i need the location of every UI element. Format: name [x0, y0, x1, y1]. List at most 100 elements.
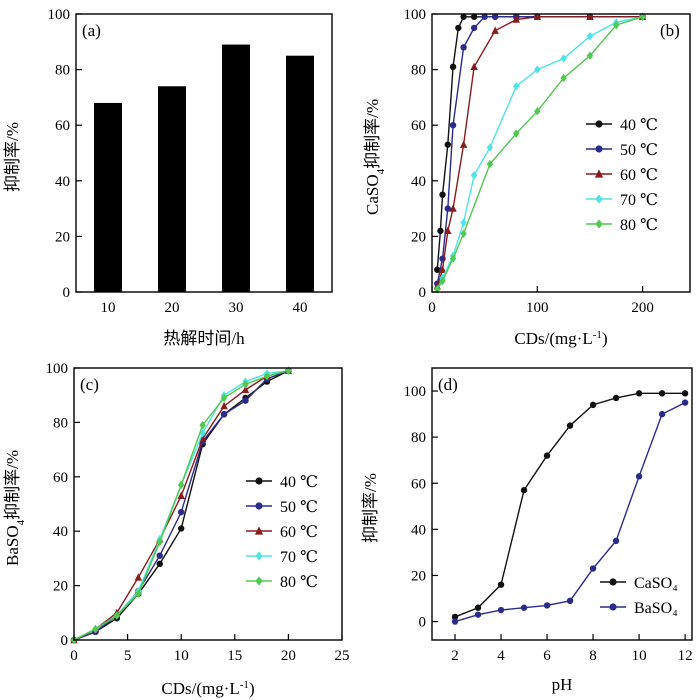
series-line [436, 16, 643, 270]
bar [94, 102, 122, 293]
legend-label: 50 ℃ [280, 499, 318, 516]
legend-label: 70 ℃ [620, 192, 658, 209]
x-tick-label: 40 [293, 300, 308, 316]
y-tick-label: 60 [55, 118, 70, 134]
data-point [177, 491, 185, 500]
x-tick-label: 10 [174, 648, 189, 664]
data-point [255, 502, 263, 510]
data-point [566, 597, 574, 605]
legend-label: 50 ℃ [620, 142, 658, 159]
data-point [497, 581, 505, 588]
data-point [263, 371, 271, 381]
x-tick-label: 8 [589, 648, 597, 664]
data-point [612, 394, 620, 402]
y-tick-label: 60 [53, 470, 68, 486]
data-point [455, 24, 462, 32]
data-point [486, 143, 494, 152]
y-tick-label: 80 [53, 415, 68, 431]
series-60℃ [433, 12, 647, 290]
legend: CaSO₄ BaSO₄ [600, 575, 678, 617]
data-point [241, 385, 250, 393]
data-point [444, 205, 451, 212]
y-tick-label: 40 [55, 174, 70, 190]
panel-label: (c) [80, 375, 99, 394]
label-part: CaSO [363, 174, 382, 215]
x-tick-label: 25 [335, 648, 350, 664]
data-point [639, 12, 646, 21]
y-tick-label: 20 [411, 229, 426, 245]
x-tick-label: 10 [632, 648, 647, 664]
label-sup: -1 [240, 679, 249, 691]
data-point [589, 401, 597, 409]
data-point [474, 611, 482, 618]
data-point [156, 560, 163, 568]
legend-label: 80 ℃ [620, 217, 658, 234]
legend-item: 40 ℃ [246, 474, 318, 491]
data-point [242, 380, 249, 389]
legend-item: 80 ℃ [586, 217, 658, 234]
data-point [520, 486, 528, 494]
x-axis-label: 热解时间/h [163, 329, 245, 348]
data-point [613, 20, 620, 30]
data-point [449, 122, 457, 129]
data-point [460, 13, 467, 20]
y-tick-label: 40 [411, 522, 426, 538]
data-point [451, 618, 459, 625]
data-point [586, 32, 594, 41]
y-tick-label: 100 [404, 384, 427, 400]
data-point [439, 276, 446, 286]
y-tick-label: 20 [53, 579, 68, 595]
y-tick-label: 80 [55, 63, 70, 79]
data-point [178, 508, 185, 516]
data-point [534, 107, 541, 116]
data-point [589, 565, 597, 572]
data-point [156, 552, 163, 559]
data-point [438, 265, 447, 273]
legend-item: BaSO₄ [600, 600, 678, 617]
data-point [255, 576, 263, 586]
data-point [609, 603, 617, 611]
data-point [242, 397, 249, 404]
y-tick-label: 0 [419, 285, 427, 301]
x-tick-label: 12 [678, 648, 693, 664]
y-tick-label: 80 [411, 63, 426, 79]
label-part: BaSO [3, 525, 22, 566]
panel-label: (b) [660, 21, 680, 40]
series-BaSO₄ [451, 399, 689, 625]
panel-c: 0 20 40 60 80 100 0 5 10 15 20 25 (c) 40 ℃ 50 ℃ 60 ℃ 70 … [3, 361, 350, 698]
series-CaSO₄ [451, 390, 689, 621]
data-point [658, 390, 666, 397]
data-point [681, 399, 689, 406]
y-axis-label: CaSO4抑制率/% [363, 99, 387, 215]
data-point [513, 129, 520, 138]
y-tick-label: 0 [61, 633, 69, 649]
data-point [491, 26, 499, 34]
data-point [470, 13, 478, 20]
label-sub: 4 [15, 519, 27, 525]
data-point [255, 477, 263, 485]
y-axis-label: BaSO4抑制率/% [3, 450, 27, 566]
data-point [594, 169, 604, 178]
data-point [513, 82, 520, 91]
data-point [134, 573, 143, 581]
data-point [595, 194, 603, 204]
y-tick-label: 100 [46, 361, 69, 377]
label-sub: 4 [375, 168, 387, 174]
label-part: ) [602, 329, 608, 348]
y-tick-label: 0 [419, 615, 427, 631]
data-point [612, 537, 620, 545]
data-point [459, 140, 468, 148]
data-point [560, 73, 567, 83]
panel-b: 0 20 40 60 80 100 0 100 200 (b) 40 ℃ 50 ℃ 60 ℃ 70 ℃ 80… [363, 7, 691, 348]
legend-label: 40 ℃ [620, 117, 658, 134]
data-point [520, 604, 528, 611]
data-point [178, 480, 185, 490]
legend-item: 40 ℃ [586, 117, 658, 134]
data-point [560, 54, 567, 63]
x-axis-label: pH [552, 675, 573, 694]
legend-label: CaSO₄ [634, 575, 678, 592]
data-point [451, 613, 459, 621]
x-tick-label: 20 [165, 300, 180, 316]
data-point [474, 604, 482, 611]
